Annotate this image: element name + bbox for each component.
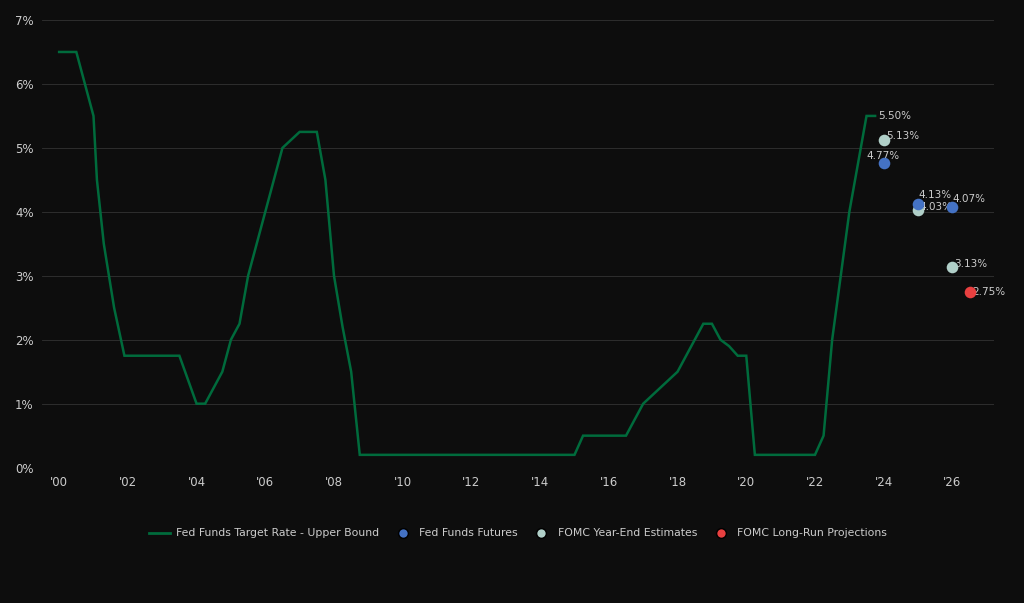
Text: 4.13%: 4.13% bbox=[919, 190, 951, 200]
Point bbox=[876, 134, 892, 144]
Text: 5.50%: 5.50% bbox=[879, 111, 911, 121]
Text: 4.77%: 4.77% bbox=[866, 151, 900, 161]
Point bbox=[910, 199, 927, 209]
Text: 5.13%: 5.13% bbox=[887, 131, 920, 141]
Point bbox=[962, 287, 978, 297]
Point bbox=[910, 205, 927, 215]
Text: 4.03%: 4.03% bbox=[920, 202, 952, 212]
Text: 3.13%: 3.13% bbox=[954, 259, 987, 270]
Legend: Fed Funds Target Rate - Upper Bound, Fed Funds Futures, FOMC Year-End Estimates,: Fed Funds Target Rate - Upper Bound, Fed… bbox=[144, 524, 891, 543]
Text: 2.75%: 2.75% bbox=[973, 287, 1006, 297]
Point bbox=[944, 263, 961, 273]
Point bbox=[876, 158, 892, 168]
Text: 4.07%: 4.07% bbox=[952, 194, 985, 204]
Point bbox=[944, 203, 961, 212]
